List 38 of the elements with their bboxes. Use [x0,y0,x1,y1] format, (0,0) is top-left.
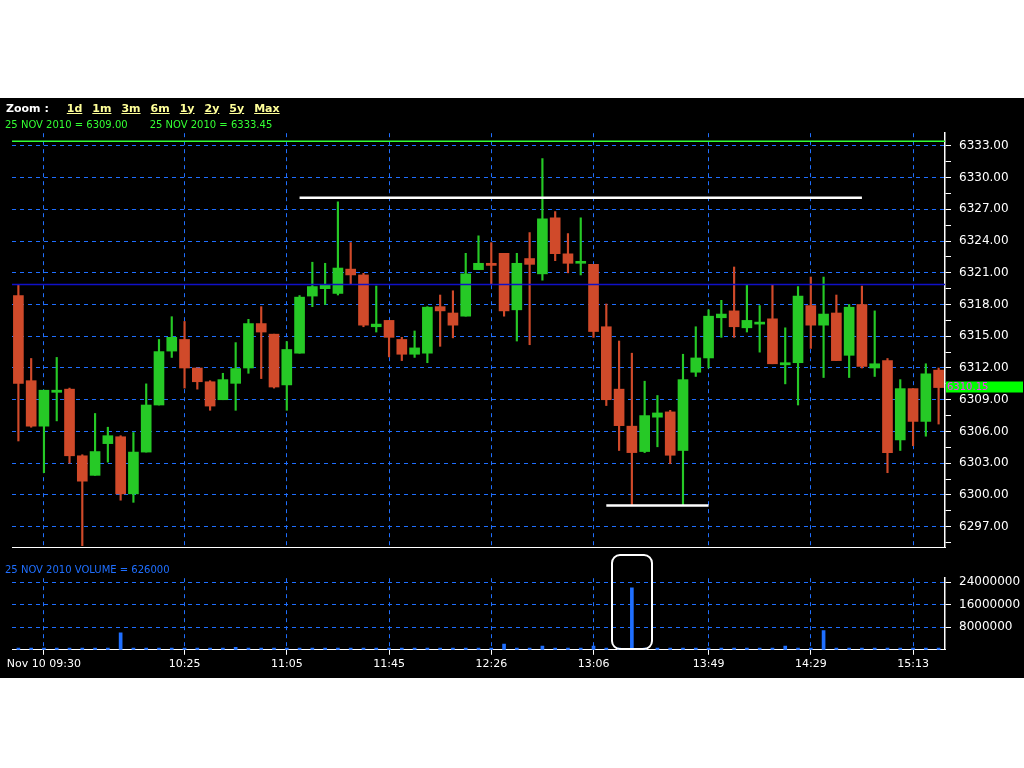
chart-subtitle: 25 NOV 2010 = 6309.00 [5,119,128,130]
y-tick-label: 16000000 [959,596,1021,611]
y-tick-label: 6327.00 [959,201,1009,216]
x-tick-label: 11:05 [270,657,303,671]
y-tick-label: 6321.00 [959,264,1009,279]
y-tick-label: 8000000 [959,619,1013,634]
chart-subtitle: 25 NOV 2010 VOLUME = 626000 [5,564,170,575]
text: 1m [92,101,112,115]
y-tick-label: 6300.00 [959,487,1009,502]
y-tick-label: 6297.00 [959,518,1009,533]
text: 1d [66,101,83,115]
text: 6m [150,101,170,115]
y-tick-label: 6312.00 [959,360,1009,375]
text: 2y [204,101,220,115]
text: 1y [179,101,195,115]
x-tick-label: 11:45 [373,657,405,671]
x-tick-label: 14:29 [794,657,827,671]
x-tick-label: 12:26 [475,657,508,671]
x-tick-label: 13:49 [692,657,725,671]
text: 5y [229,101,245,115]
y-tick-label: 6306.00 [959,423,1009,438]
y-tick-label: 6309.00 [959,391,1009,406]
y-tick-label: 6333.00 [959,138,1009,153]
y-tick-label: 6324.00 [959,233,1009,248]
text: Zoom : [6,101,49,115]
x-tick-label: 15:13 [897,657,929,671]
text: 3m [121,101,141,115]
x-tick-label: 13:06 [577,657,610,671]
y-tick-label: 6318.00 [959,296,1009,311]
text: Max [254,101,280,115]
text: 6310.15 [947,381,989,393]
y-tick-label: 6303.00 [959,455,1009,470]
ref-line-label: 25 NOV 2010 = 6333.45 [149,119,273,130]
y-tick-label: 24000000 [959,574,1021,589]
y-tick-label: 6315.00 [959,328,1009,343]
y-tick-label: 6330.00 [959,169,1009,184]
x-tick-label: 10:25 [168,657,201,671]
x-tick-label: Nov 10 09:30 [6,657,82,671]
